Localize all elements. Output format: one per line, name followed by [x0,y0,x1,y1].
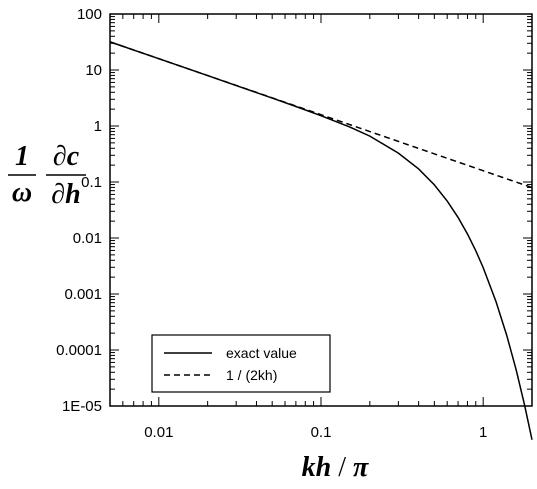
y-tick-label: 0.01 [73,230,102,247]
x-tick-label: 1 [479,424,487,441]
x-tick-label: 0.01 [144,424,173,441]
series-line-exact-value [109,41,533,440]
y-title-frac1-num: 1 [15,141,29,172]
y-title-frac2-den: ∂h [51,179,80,210]
axis-ticks [109,13,533,407]
y-title-frac2-num: ∂c [53,141,80,172]
legend-label-asymptote: 1 / (2kh) [226,367,277,383]
y-tick-label: 0.001 [64,286,102,303]
legend: exact value 1 / (2kh) [151,334,331,393]
y-tick-label: 0.0001 [56,342,102,359]
x-tick-label: 0.1 [311,424,332,441]
legend-box [151,334,331,393]
y-tick-label: 1E-05 [62,398,102,415]
plot-frame [109,13,533,407]
x-title-main: kh [302,452,332,483]
x-axis-title: kh / π [302,452,369,483]
y-axis-title: 1 ω ∂c ∂h [8,141,86,210]
y-tick-label: 10 [85,62,102,79]
x-title-sep: / [331,452,353,483]
y-tick-label: 100 [77,6,102,23]
y-tick-label: 1 [94,118,102,135]
y-title-frac1-den: ω [12,177,32,208]
series-line-asymptote [109,41,533,189]
tick-labels: 0.01 0.1 1 100 10 1 0.1 0.01 0.001 0.0001 1E-05 [56,6,487,441]
legend-label-exact-value: exact value [226,345,297,361]
x-title-symbol: π [353,452,369,483]
plot-content [109,41,533,440]
y-tick-label: 0.1 [81,174,102,191]
